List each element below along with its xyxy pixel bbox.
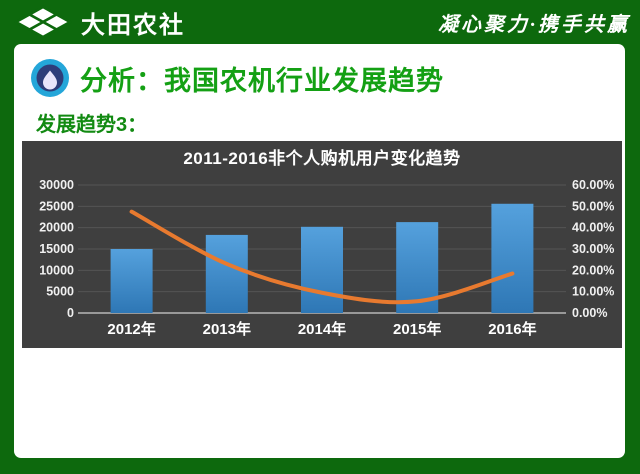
bar-2014年 <box>301 226 343 313</box>
trend-line <box>129 209 515 305</box>
left-axis-tick: 0 <box>67 306 74 320</box>
header-slogan: 凝心聚力·携手共赢 <box>438 13 630 36</box>
left-axis-tick: 5000 <box>46 285 74 299</box>
left-axis-tick: 20000 <box>39 221 74 235</box>
chart-title: 2011-2016非个人购机用户变化趋势 <box>183 149 461 168</box>
section-label: 发展趋势3： <box>36 114 148 136</box>
right-axis-tick: 0.00% <box>572 306 607 320</box>
left-axis-tick: 10000 <box>39 263 74 277</box>
combo-chart-svg: 0 0.00% 5000 10.00% 10000 20.00% 15000 30.00% 20… <box>39 178 614 338</box>
header-bar: 大田农社 凝心聚力·携手共赢 <box>0 0 640 44</box>
brand-name: 大田农社 <box>81 11 185 39</box>
right-axis-tick: 60.00% <box>572 178 614 192</box>
x-axis-label: 2013年 <box>203 320 251 338</box>
bar-2013年 <box>205 234 248 313</box>
brand-logo-icon <box>14 4 72 40</box>
x-axis-label: 2014年 <box>298 320 346 338</box>
x-axis-label: 2016年 <box>488 320 536 338</box>
bar-2016年 <box>491 203 534 313</box>
chart-panel: 2011-2016非个人购机用户变化趋势 0 0.00% 5000 10.00% 100… <box>22 141 622 348</box>
bar-2012年 <box>110 249 153 313</box>
right-axis-tick: 50.00% <box>572 199 614 213</box>
right-axis-tick: 10.00% <box>572 285 614 299</box>
right-axis-tick: 30.00% <box>572 242 614 256</box>
x-axis-label: 2015年 <box>393 320 441 338</box>
x-axis-label: 2012年 <box>107 320 155 338</box>
water-drop-icon <box>30 58 70 98</box>
right-axis-tick: 40.00% <box>572 221 614 235</box>
title-row: 分析：我国农机行业发展趋势 <box>30 58 444 98</box>
left-axis-tick: 30000 <box>39 178 74 192</box>
brand: 大田农社 <box>0 4 185 40</box>
left-axis-tick: 25000 <box>39 199 74 213</box>
page-title: 分析：我国农机行业发展趋势 <box>80 65 444 96</box>
left-axis-tick: 15000 <box>39 242 74 256</box>
right-axis-tick: 20.00% <box>572 263 614 277</box>
